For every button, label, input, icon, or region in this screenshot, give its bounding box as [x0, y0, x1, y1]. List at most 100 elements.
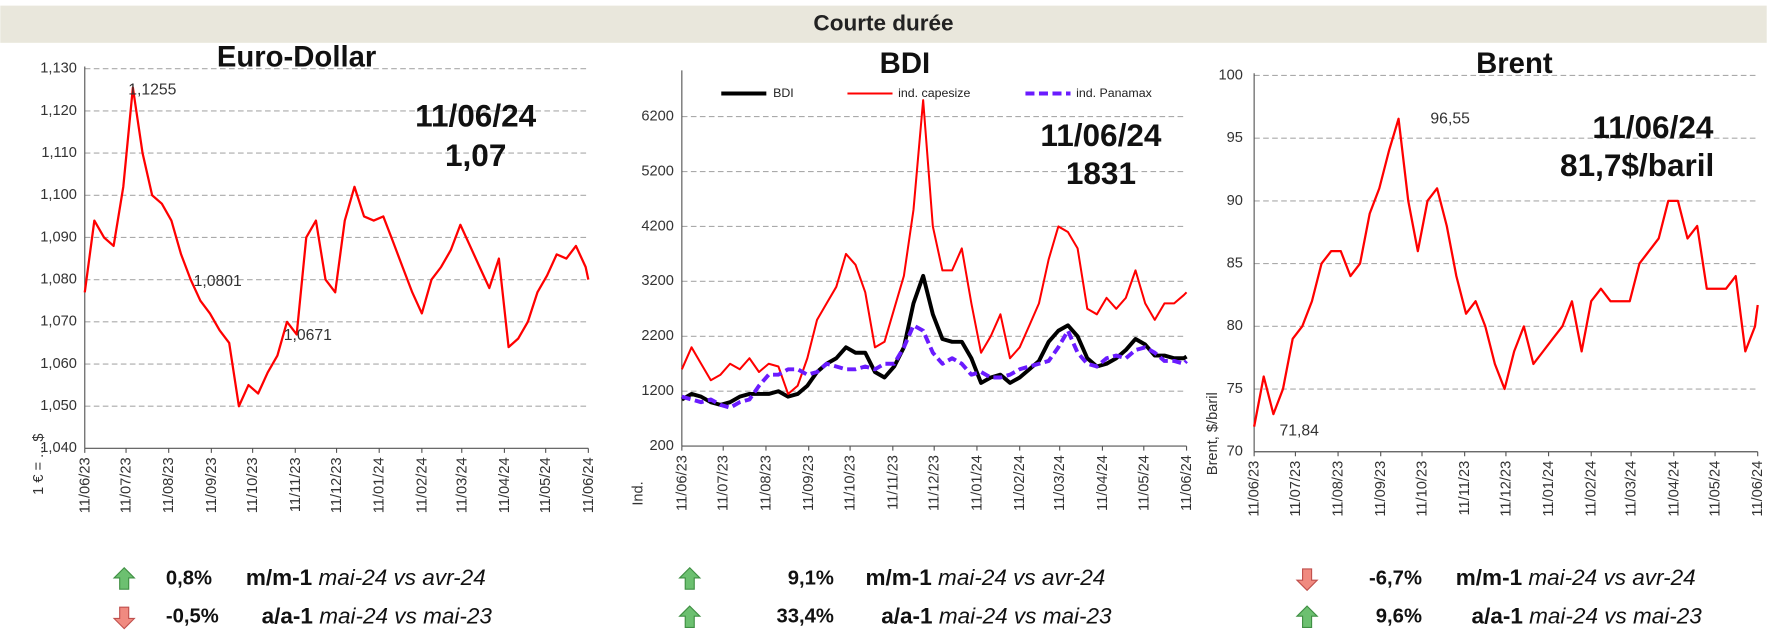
series-line — [680, 99, 1188, 395]
y-tick-label: 1,120 — [40, 103, 77, 119]
x-tick-label: 11/09/23 — [801, 455, 817, 511]
stat-line: a/a-1 mai-24 vs mai-23 — [1472, 603, 1703, 628]
series-line — [680, 273, 1188, 407]
x-tick-label: 11/06/24 — [1750, 461, 1766, 517]
y-tick-label: 100 — [1218, 67, 1242, 83]
y-tick-label: 75 — [1227, 381, 1243, 397]
y-tick-label: 5200 — [641, 163, 674, 179]
arrow-down — [1295, 568, 1319, 592]
y-tick-label: 1,050 — [40, 398, 77, 414]
chart-title: Euro-Dollar — [217, 40, 376, 73]
headline: 1,07 — [445, 137, 506, 173]
x-tick-label: 11/10/23 — [245, 457, 261, 513]
y-axis-label: Ind. — [630, 481, 646, 505]
stat-period: mai-24 vs avr-24 — [318, 565, 485, 590]
header-title: Courte durée — [813, 11, 953, 36]
stat-period: mai-24 vs mai-23 — [939, 603, 1112, 628]
header-bar — [0, 5, 1767, 43]
x-tick-label: 11/02/24 — [1012, 455, 1028, 511]
x-tick-label: 11/10/23 — [843, 455, 859, 511]
stat-line: m/m-1 mai-24 vs avr-24 — [1456, 565, 1696, 590]
stat-period: mai-24 vs avr-24 — [1528, 565, 1695, 590]
annotation: 1,0801 — [194, 273, 242, 290]
x-tick-label: 11/06/23 — [674, 455, 690, 511]
y-tick-label: 200 — [650, 438, 674, 454]
x-tick-label: 11/09/23 — [204, 457, 220, 513]
headline: 81,7$/baril — [1560, 147, 1714, 183]
headline: 11/06/24 — [415, 98, 536, 134]
x-tick-label: 11/06/23 — [1247, 461, 1263, 517]
arrow-up — [1295, 605, 1319, 629]
y-tick-label: 1,080 — [40, 272, 77, 288]
stat-measure: m/m-1 — [246, 565, 312, 590]
x-tick-label: 11/08/23 — [758, 455, 774, 511]
stat-line: m/m-1 mai-24 vs avr-24 — [865, 565, 1105, 590]
x-tick-label: 11/04/24 — [1666, 461, 1682, 517]
arrow-up — [112, 566, 136, 590]
y-tick-label: 1,110 — [41, 145, 77, 161]
stat-line: a/a-1 mai-24 vs mai-23 — [262, 603, 493, 628]
arrow-down — [112, 606, 136, 630]
annotation: 1,0671 — [284, 327, 332, 344]
x-tick-label: 11/12/23 — [1498, 461, 1514, 517]
stat-change: 33,4% — [776, 606, 833, 628]
y-tick-label: 2200 — [641, 328, 674, 344]
x-tick-label: 11/03/24 — [454, 457, 470, 513]
series-line — [681, 323, 1188, 410]
y-axis-label: 1 € = ... $ — [31, 433, 47, 494]
x-tick-label: 11/08/23 — [161, 457, 177, 513]
annotation: 71,84 — [1279, 423, 1319, 440]
y-tick-label: 1,090 — [40, 229, 77, 245]
x-tick-label: 11/12/23 — [329, 457, 345, 513]
y-tick-label: 90 — [1227, 193, 1243, 209]
y-tick-label: 95 — [1227, 130, 1243, 146]
x-tick-label: 11/08/23 — [1331, 461, 1347, 517]
stat-change: -6,7% — [1369, 567, 1422, 589]
stat-line: a/a-1 mai-24 vs mai-23 — [881, 603, 1112, 628]
y-tick-label: 1,070 — [40, 314, 77, 330]
headline: 1831 — [1066, 155, 1136, 191]
x-tick-label: 11/01/24 — [969, 455, 985, 511]
y-tick-label: 1200 — [641, 383, 674, 399]
y-tick-label: 4200 — [641, 218, 674, 234]
y-axis-label: Brent, $/baril — [1205, 392, 1221, 475]
x-tick-label: 11/05/24 — [1136, 455, 1152, 511]
stat-measure: a/a-1 — [1472, 603, 1523, 628]
x-tick-label: 11/03/24 — [1624, 461, 1640, 517]
x-tick-label: 11/02/24 — [1584, 461, 1600, 517]
stat-period: mai-24 vs mai-23 — [319, 603, 492, 628]
y-tick-label: 80 — [1227, 318, 1243, 334]
chart-title: BDI — [880, 47, 930, 80]
x-tick-label: 11/02/24 — [414, 457, 430, 513]
x-tick-label: 11/07/23 — [119, 457, 135, 513]
stat-change: -0,5% — [166, 606, 219, 628]
stat-measure: m/m-1 — [865, 565, 931, 590]
annotation: 96,55 — [1430, 111, 1470, 128]
annotation: 1,1255 — [128, 81, 176, 98]
x-tick-label: 11/07/23 — [1288, 461, 1304, 517]
x-tick-label: 11/09/23 — [1373, 461, 1389, 517]
stat-measure: a/a-1 — [262, 603, 313, 628]
x-tick-label: 11/11/23 — [288, 457, 304, 512]
y-tick-label: 1,130 — [40, 61, 77, 77]
series-line — [83, 86, 590, 408]
x-tick-label: 11/03/24 — [1052, 455, 1068, 511]
legend-label: ind. Panamax — [1076, 86, 1152, 100]
arrow-up — [678, 605, 702, 629]
headline: 11/06/24 — [1040, 117, 1161, 153]
y-tick-label: 1,100 — [40, 187, 77, 203]
chart-title: Brent — [1476, 47, 1553, 80]
y-tick-label: 6200 — [641, 108, 674, 124]
x-tick-label: 11/07/23 — [716, 455, 732, 511]
x-tick-label: 11/10/23 — [1415, 461, 1431, 517]
y-tick-label: 70 — [1227, 444, 1243, 460]
x-tick-label: 11/01/24 — [372, 457, 388, 513]
x-tick-label: 11/06/23 — [77, 457, 93, 513]
x-tick-label: 11/05/24 — [538, 457, 554, 513]
x-tick-label: 11/11/23 — [1457, 461, 1473, 516]
stat-measure: m/m-1 — [1456, 565, 1522, 590]
x-tick-label: 11/04/24 — [1095, 455, 1111, 511]
x-tick-label: 11/05/24 — [1708, 461, 1724, 517]
arrow-up — [678, 566, 702, 590]
